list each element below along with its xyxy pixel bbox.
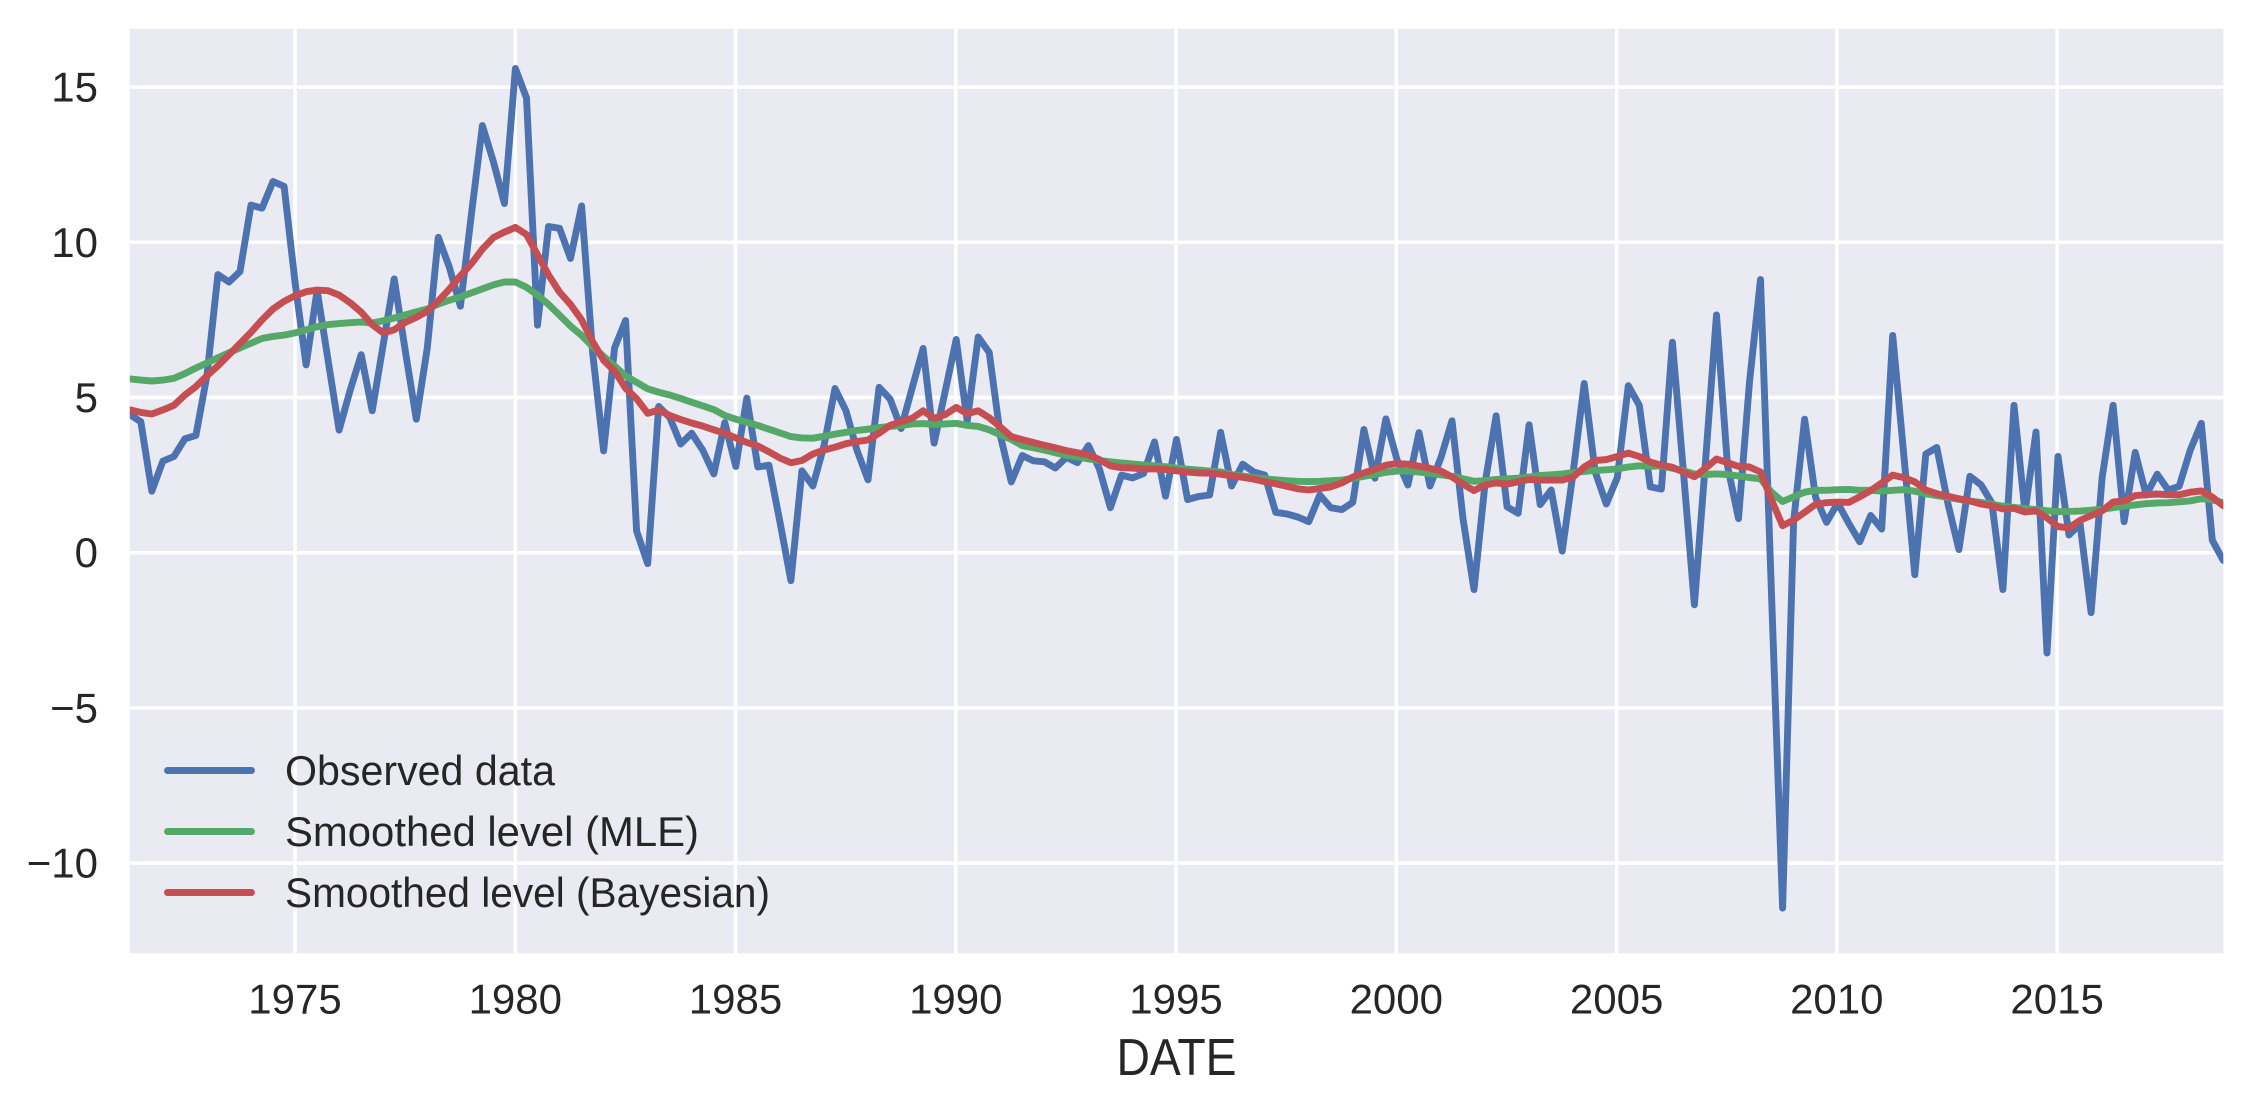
svg-text:−10: −10 xyxy=(27,840,98,887)
svg-text:0: 0 xyxy=(75,529,98,576)
svg-text:2005: 2005 xyxy=(1570,976,1663,1023)
svg-text:1995: 1995 xyxy=(1129,976,1222,1023)
svg-text:1990: 1990 xyxy=(909,976,1002,1023)
svg-text:Smoothed level (Bayesian): Smoothed level (Bayesian) xyxy=(285,869,770,916)
svg-text:1975: 1975 xyxy=(248,976,341,1023)
svg-text:10: 10 xyxy=(51,219,98,266)
svg-text:2000: 2000 xyxy=(1350,976,1443,1023)
svg-text:−5: −5 xyxy=(50,684,98,731)
svg-text:15: 15 xyxy=(51,64,98,111)
svg-text:DATE: DATE xyxy=(1117,1029,1237,1087)
svg-text:1980: 1980 xyxy=(469,976,562,1023)
svg-text:2015: 2015 xyxy=(2010,976,2103,1023)
svg-text:Smoothed level (MLE): Smoothed level (MLE) xyxy=(285,808,699,855)
svg-text:1985: 1985 xyxy=(689,976,782,1023)
svg-text:5: 5 xyxy=(75,374,98,421)
svg-text:Observed data: Observed data xyxy=(285,747,556,794)
svg-text:2010: 2010 xyxy=(1790,976,1883,1023)
